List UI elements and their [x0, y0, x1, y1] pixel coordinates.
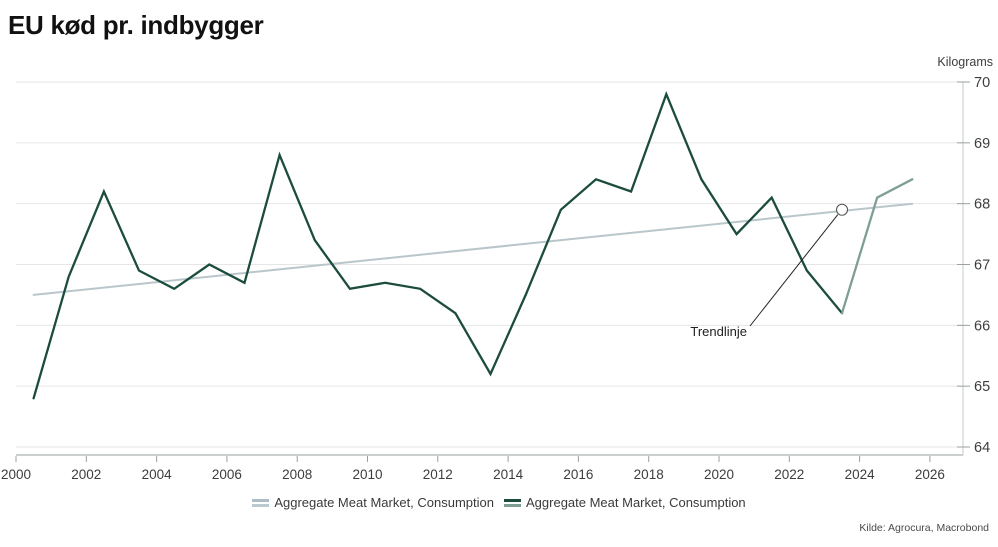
x-axis-tick-label: 2000	[1, 467, 31, 482]
y-axis-tick-label: 67	[974, 258, 990, 274]
x-axis-tick-label: 2012	[423, 467, 453, 482]
x-axis-tick-label: 2006	[212, 467, 242, 482]
y-axis-tick-label: 69	[974, 136, 990, 152]
y-axis-tick-label: 65	[974, 379, 990, 395]
legend-item: Aggregate Meat Market, Consumption	[504, 495, 746, 510]
source-credit: Kilde: Agrocura, Macrobond	[859, 522, 989, 534]
x-axis-tick-label: 2014	[493, 467, 524, 482]
legend-line-marker	[252, 498, 270, 507]
gridlines	[16, 81, 963, 448]
x-axis-tick-label: 2020	[704, 467, 734, 482]
axes: 2000 2002 2004 2006 2008 2010 2012 2014 2016 2018…	[1, 75, 990, 482]
legend-item-label: Aggregate Meat Market, Consumption	[526, 495, 746, 510]
x-axis-tick-label: 2024	[845, 467, 876, 482]
x-axis-tick-label: 2004	[142, 467, 173, 482]
trendline-marker-circle	[835, 203, 849, 216]
chart-title: EU kød pr. indbygger	[8, 10, 264, 40]
y-axis-tick-label: 66	[974, 318, 990, 334]
series-line-trendline	[32, 202, 914, 296]
series-line-forecast	[840, 178, 914, 315]
y-axis-tick-label: 70	[974, 75, 990, 91]
chart-legend: Aggregate Meat Market, Consumption Aggreg…	[0, 495, 998, 510]
series-lines	[32, 91, 914, 400]
legend-marker-line	[252, 498, 270, 502]
x-axis-tick-label: 2010	[352, 467, 382, 482]
y-axis-tick-label: 64	[974, 440, 990, 456]
x-axis-tick-label: 2008	[282, 467, 312, 482]
x-axis-tick-label: 2018	[634, 467, 664, 482]
trendline-annotation	[749, 203, 849, 327]
legend-marker-line	[504, 503, 521, 507]
series-line-history	[32, 91, 844, 400]
annotation-pointer-line	[749, 214, 839, 327]
x-axis-tick-label: 2026	[915, 467, 945, 482]
x-axis-tick-label: 2016	[563, 467, 593, 482]
legend-item: Aggregate Meat Market, Consumption	[252, 495, 494, 510]
x-axis-tick-label: 2002	[71, 467, 101, 482]
y-axis-unit-label: Kilograms	[937, 55, 993, 69]
legend-item-label: Aggregate Meat Market, Consumption	[274, 495, 494, 510]
y-axis-tick-label: 68	[974, 197, 990, 213]
legend-marker-line	[252, 503, 270, 507]
legend-line-marker	[504, 498, 521, 507]
x-axis-tick-label: 2022	[774, 467, 804, 482]
legend-marker-line	[504, 498, 521, 502]
trendline-annotation-label: Trendlinje	[690, 324, 747, 339]
